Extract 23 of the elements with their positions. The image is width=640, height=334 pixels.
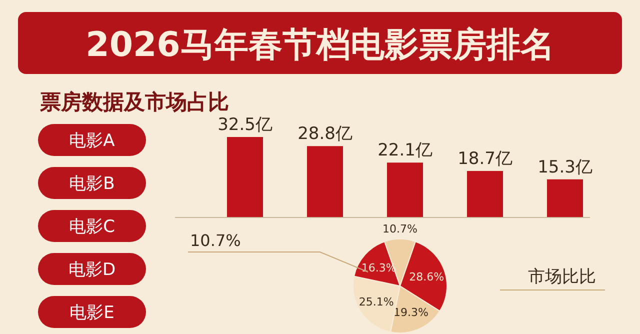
data-label: 32.5亿 [218, 115, 272, 135]
bar [307, 146, 343, 217]
bar [547, 179, 583, 217]
bar [387, 162, 423, 217]
text: 电影D [68, 260, 116, 280]
text: 市场比比 [528, 267, 596, 287]
text: 电影A [69, 131, 116, 151]
chart-subtitle: 票房数据及市场占比 [39, 90, 229, 114]
bar [227, 137, 263, 217]
bar [467, 170, 503, 217]
text: 电影B [69, 174, 115, 194]
text: 电影E [70, 303, 114, 323]
text: 10.7% [190, 231, 241, 250]
data-label: 28.8亿 [298, 124, 352, 144]
data-label: 15.3亿 [538, 157, 592, 178]
data-label: 22.1亿 [378, 140, 432, 161]
data-label: 25.1% [358, 295, 394, 308]
data-label: 19.3% [394, 306, 429, 319]
data-label: 28.6% [409, 270, 444, 284]
data-label: 10.7% [382, 222, 418, 236]
data-label: 18.7亿 [458, 148, 512, 169]
text: 电影C [69, 217, 115, 237]
chart-title: 2026马年春节档电影票房排名 [86, 25, 554, 65]
